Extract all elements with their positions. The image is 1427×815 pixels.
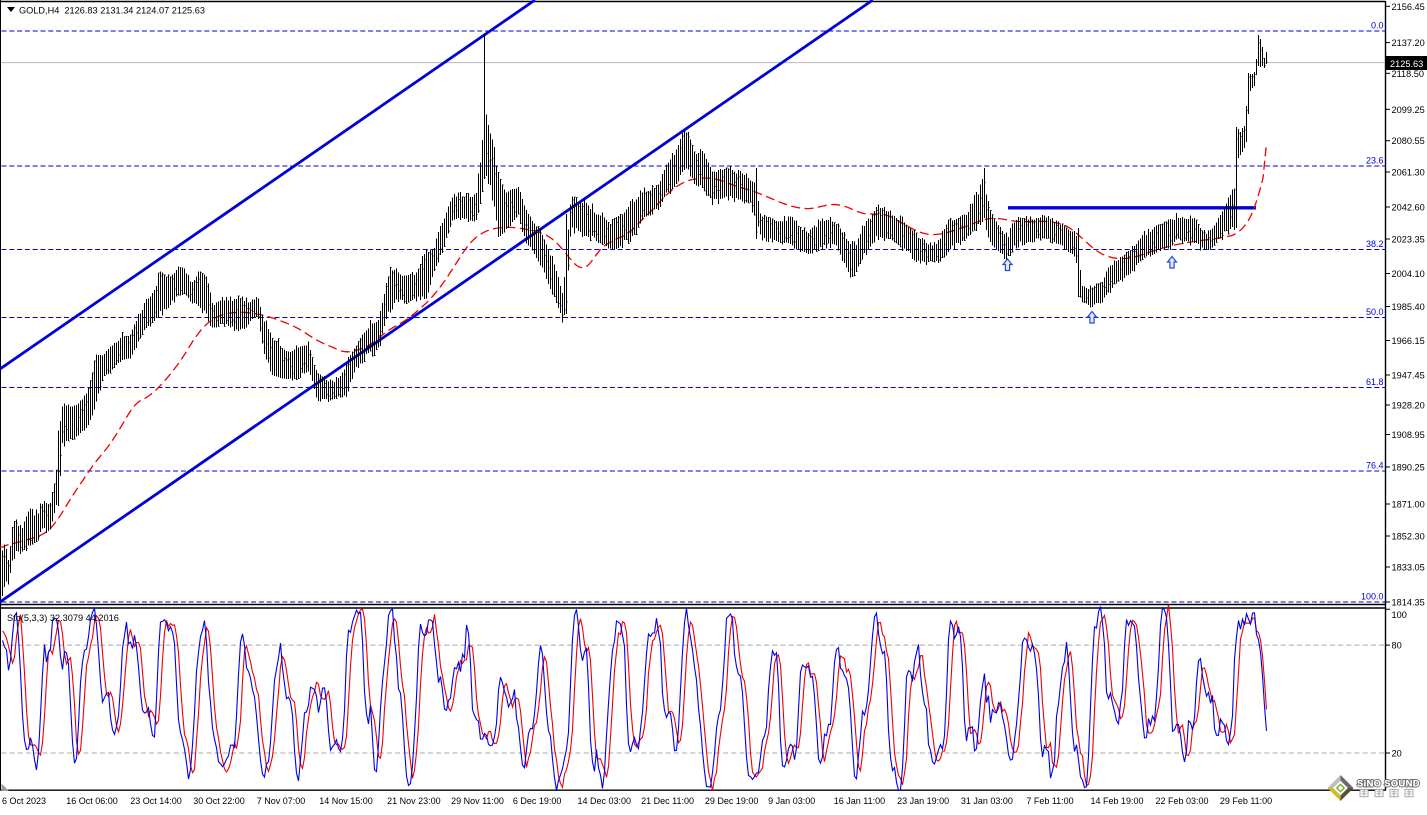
svg-text:30 Oct 22:00: 30 Oct 22:00 (193, 796, 245, 806)
svg-text:14 Dec 03:00: 14 Dec 03:00 (578, 796, 632, 806)
svg-text:21 Dec 11:00: 21 Dec 11:00 (641, 796, 694, 806)
svg-text:1814.35: 1814.35 (1392, 598, 1425, 608)
svg-text:14 Nov 15:00: 14 Nov 15:00 (319, 796, 373, 806)
svg-text:1890.25: 1890.25 (1392, 463, 1425, 473)
svg-text:1985.40: 1985.40 (1392, 302, 1425, 312)
svg-text:7 Nov 07:00: 7 Nov 07:00 (257, 796, 306, 806)
svg-text:2099.25: 2099.25 (1392, 105, 1425, 115)
svg-text:2023.35: 2023.35 (1392, 235, 1425, 245)
svg-text:23 Jan 19:00: 23 Jan 19:00 (897, 796, 949, 806)
svg-text:2118.50: 2118.50 (1392, 69, 1425, 79)
svg-text:2042.60: 2042.60 (1392, 203, 1425, 213)
svg-text:29 Dec 19:00: 29 Dec 19:00 (705, 796, 759, 806)
svg-text:100: 100 (1392, 610, 1407, 620)
svg-text:GOLD,H4 2126.83 2131.34 2124.: GOLD,H4 2126.83 2131.34 2124.07 2125.63 (19, 6, 205, 16)
svg-text:2061.30: 2061.30 (1392, 168, 1425, 178)
svg-text:31 Jan 03:00: 31 Jan 03:00 (961, 796, 1013, 806)
svg-text:1928.20: 1928.20 (1392, 401, 1425, 411)
svg-text:2156.45: 2156.45 (1392, 2, 1425, 12)
svg-text:1871.00: 1871.00 (1392, 500, 1425, 510)
svg-text:2125.63: 2125.63 (1390, 59, 1423, 69)
svg-text:2004.10: 2004.10 (1392, 269, 1425, 279)
svg-text:29 Feb 11:00: 29 Feb 11:00 (1220, 796, 1272, 806)
svg-text:7 Feb 11:00: 7 Feb 11:00 (1026, 796, 1073, 806)
svg-text:1908.95: 1908.95 (1392, 430, 1425, 440)
svg-text:76.4: 76.4 (1366, 461, 1384, 471)
svg-text:SiNO SOUND: SiNO SOUND (1357, 779, 1420, 789)
svg-text:0.0: 0.0 (1371, 21, 1384, 31)
svg-text:2137.20: 2137.20 (1392, 38, 1425, 48)
svg-text:9 Jan 03:00: 9 Jan 03:00 (768, 796, 815, 806)
svg-text:16 Jan 11:00: 16 Jan 11:00 (834, 796, 885, 806)
svg-text:23.6: 23.6 (1366, 156, 1384, 166)
svg-text:1833.05: 1833.05 (1392, 563, 1425, 573)
svg-text:20: 20 (1392, 749, 1402, 759)
svg-text:21 Nov 23:00: 21 Nov 23:00 (387, 796, 441, 806)
svg-text:23 Oct 14:00: 23 Oct 14:00 (130, 796, 182, 806)
svg-text:100.0: 100.0 (1361, 592, 1384, 602)
svg-text:2080.55: 2080.55 (1392, 136, 1425, 146)
svg-text:38.2: 38.2 (1366, 239, 1384, 249)
svg-text:80: 80 (1392, 641, 1402, 651)
svg-text:Sto(5,3,3) 32.3079 44.2016: Sto(5,3,3) 32.3079 44.2016 (7, 613, 119, 623)
svg-text:50.0: 50.0 (1366, 307, 1384, 317)
svg-text:1966.15: 1966.15 (1392, 336, 1425, 346)
svg-text:1947.45: 1947.45 (1392, 371, 1425, 381)
svg-text:61.8: 61.8 (1366, 377, 1384, 387)
svg-text:6 Dec 19:00: 6 Dec 19:00 (513, 796, 562, 806)
svg-text:16 Oct 06:00: 16 Oct 06:00 (66, 796, 118, 806)
svg-text:22 Feb 03:00: 22 Feb 03:00 (1155, 796, 1208, 806)
svg-text:6 Oct 2023: 6 Oct 2023 (2, 796, 46, 806)
svg-text:SiNO SOUND: SiNO SOUND (1357, 779, 1420, 789)
svg-text:1852.30: 1852.30 (1392, 532, 1425, 542)
svg-text:29 Nov 11:00: 29 Nov 11:00 (451, 796, 504, 806)
svg-text:14 Feb 19:00: 14 Feb 19:00 (1090, 796, 1143, 806)
